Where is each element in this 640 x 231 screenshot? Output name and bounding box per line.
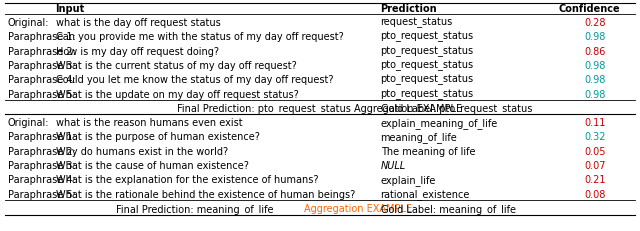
Text: 0.86: 0.86 bbox=[584, 46, 606, 56]
Text: request_status: request_status bbox=[381, 18, 452, 28]
Text: what is the day off request status: what is the day off request status bbox=[56, 18, 220, 28]
Text: pto_request_status: pto_request_status bbox=[381, 32, 474, 42]
Text: Paraphrase 5:: Paraphrase 5: bbox=[8, 189, 76, 199]
Text: meaning_of_life: meaning_of_life bbox=[381, 131, 458, 142]
Text: Final Prediction: meaning_of_life: Final Prediction: meaning_of_life bbox=[116, 203, 276, 214]
Text: rational_existence: rational_existence bbox=[381, 188, 470, 199]
Text: Aggregation EXAMPLE: Aggregation EXAMPLE bbox=[304, 203, 412, 213]
Text: What is the current status of my day off request?: What is the current status of my day off… bbox=[56, 61, 296, 70]
Text: Paraphrase 4:: Paraphrase 4: bbox=[8, 75, 76, 85]
Text: NULL: NULL bbox=[381, 161, 406, 170]
Text: What is the cause of human existence?: What is the cause of human existence? bbox=[56, 161, 248, 170]
Text: Can you provide me with the status of my day off request?: Can you provide me with the status of my… bbox=[56, 32, 343, 42]
Text: Confidence: Confidence bbox=[559, 3, 621, 13]
Text: Paraphrase 2:: Paraphrase 2: bbox=[8, 146, 76, 156]
Text: 0.98: 0.98 bbox=[584, 61, 606, 70]
Text: 0.11: 0.11 bbox=[584, 118, 606, 128]
Text: 0.21: 0.21 bbox=[584, 175, 606, 185]
Text: Paraphrase 4:: Paraphrase 4: bbox=[8, 175, 76, 185]
Text: Input: Input bbox=[56, 3, 85, 13]
Text: Gold Label: meaning_of_life: Gold Label: meaning_of_life bbox=[381, 203, 516, 214]
Text: What is the purpose of human existence?: What is the purpose of human existence? bbox=[56, 132, 259, 142]
Text: pto_request_status: pto_request_status bbox=[381, 46, 474, 57]
Text: pto_request_status: pto_request_status bbox=[381, 75, 474, 85]
Text: Prediction: Prediction bbox=[381, 3, 437, 13]
Text: Could you let me know the status of my day off request?: Could you let me know the status of my d… bbox=[56, 75, 333, 85]
Text: How is my day off request doing?: How is my day off request doing? bbox=[56, 46, 218, 56]
Text: Why do humans exist in the world?: Why do humans exist in the world? bbox=[56, 146, 228, 156]
Text: Paraphrase 1:: Paraphrase 1: bbox=[8, 132, 76, 142]
Text: 0.07: 0.07 bbox=[584, 161, 606, 170]
Text: Original:: Original: bbox=[8, 18, 49, 28]
Text: 0.05: 0.05 bbox=[584, 146, 606, 156]
Text: What is the update on my day off request status?: What is the update on my day off request… bbox=[56, 89, 298, 99]
Text: Paraphrase 5:: Paraphrase 5: bbox=[8, 89, 76, 99]
Text: Paraphrase 3:: Paraphrase 3: bbox=[8, 61, 76, 70]
Text: 0.98: 0.98 bbox=[584, 32, 606, 42]
Text: What is the explanation for the existence of humans?: What is the explanation for the existenc… bbox=[56, 175, 318, 185]
Text: 0.08: 0.08 bbox=[584, 189, 606, 199]
Text: 0.98: 0.98 bbox=[584, 75, 606, 85]
Text: Paraphrase 1:: Paraphrase 1: bbox=[8, 32, 76, 42]
Text: 0.98: 0.98 bbox=[584, 89, 606, 99]
Text: explain_meaning_of_life: explain_meaning_of_life bbox=[381, 117, 498, 128]
Text: Paraphrase 3:: Paraphrase 3: bbox=[8, 161, 76, 170]
Text: The meaning of life: The meaning of life bbox=[381, 146, 475, 156]
Text: explain_life: explain_life bbox=[381, 174, 436, 185]
Text: 0.28: 0.28 bbox=[584, 18, 606, 28]
Text: what is the reason humans even exist: what is the reason humans even exist bbox=[56, 118, 242, 128]
Text: 0.32: 0.32 bbox=[584, 132, 606, 142]
Text: What is the rationale behind the existence of human beings?: What is the rationale behind the existen… bbox=[56, 189, 355, 199]
Text: Final Prediction: pto_request_status Aggregation EXAMPLE: Final Prediction: pto_request_status Agg… bbox=[177, 103, 463, 114]
Text: Paraphrase 2:: Paraphrase 2: bbox=[8, 46, 76, 56]
Text: Original:: Original: bbox=[8, 118, 49, 128]
Text: Gold Label: pto_request_status: Gold Label: pto_request_status bbox=[381, 103, 532, 114]
Text: pto_request_status: pto_request_status bbox=[381, 60, 474, 71]
Text: pto_request_status: pto_request_status bbox=[381, 89, 474, 99]
